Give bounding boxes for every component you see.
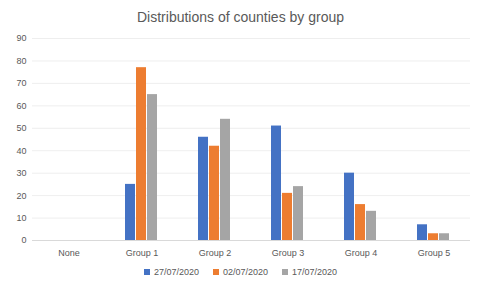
html-text:02/07/2020: 02/07/2020	[223, 267, 268, 277]
svg-text:10: 10	[16, 213, 26, 223]
svg-text:90: 90	[16, 33, 26, 43]
html-text:27/07/2020: 27/07/2020	[153, 267, 199, 277]
html-text:17/07/2020: 17/07/2020	[292, 267, 338, 277]
svg-text:Group 2: Group 2	[199, 248, 232, 258]
html-text:Distributions of counties by g: Distributions of counties by group	[137, 9, 344, 25]
svg-text:Group 1: Group 1	[126, 248, 159, 258]
svg-text:30: 30	[16, 168, 26, 178]
svg-text:Group 3: Group 3	[272, 248, 305, 258]
svg-text:50: 50	[16, 123, 26, 133]
svg-text:None: None	[58, 248, 80, 258]
svg-text:40: 40	[16, 146, 26, 156]
svg-text:Group 5: Group 5	[418, 248, 451, 258]
svg-text:20: 20	[16, 190, 26, 200]
svg-text:Group 4: Group 4	[345, 248, 378, 258]
svg-text:0: 0	[21, 235, 26, 245]
svg-text:80: 80	[16, 56, 26, 66]
svg-text:60: 60	[16, 101, 26, 111]
svg-text:70: 70	[16, 78, 26, 88]
